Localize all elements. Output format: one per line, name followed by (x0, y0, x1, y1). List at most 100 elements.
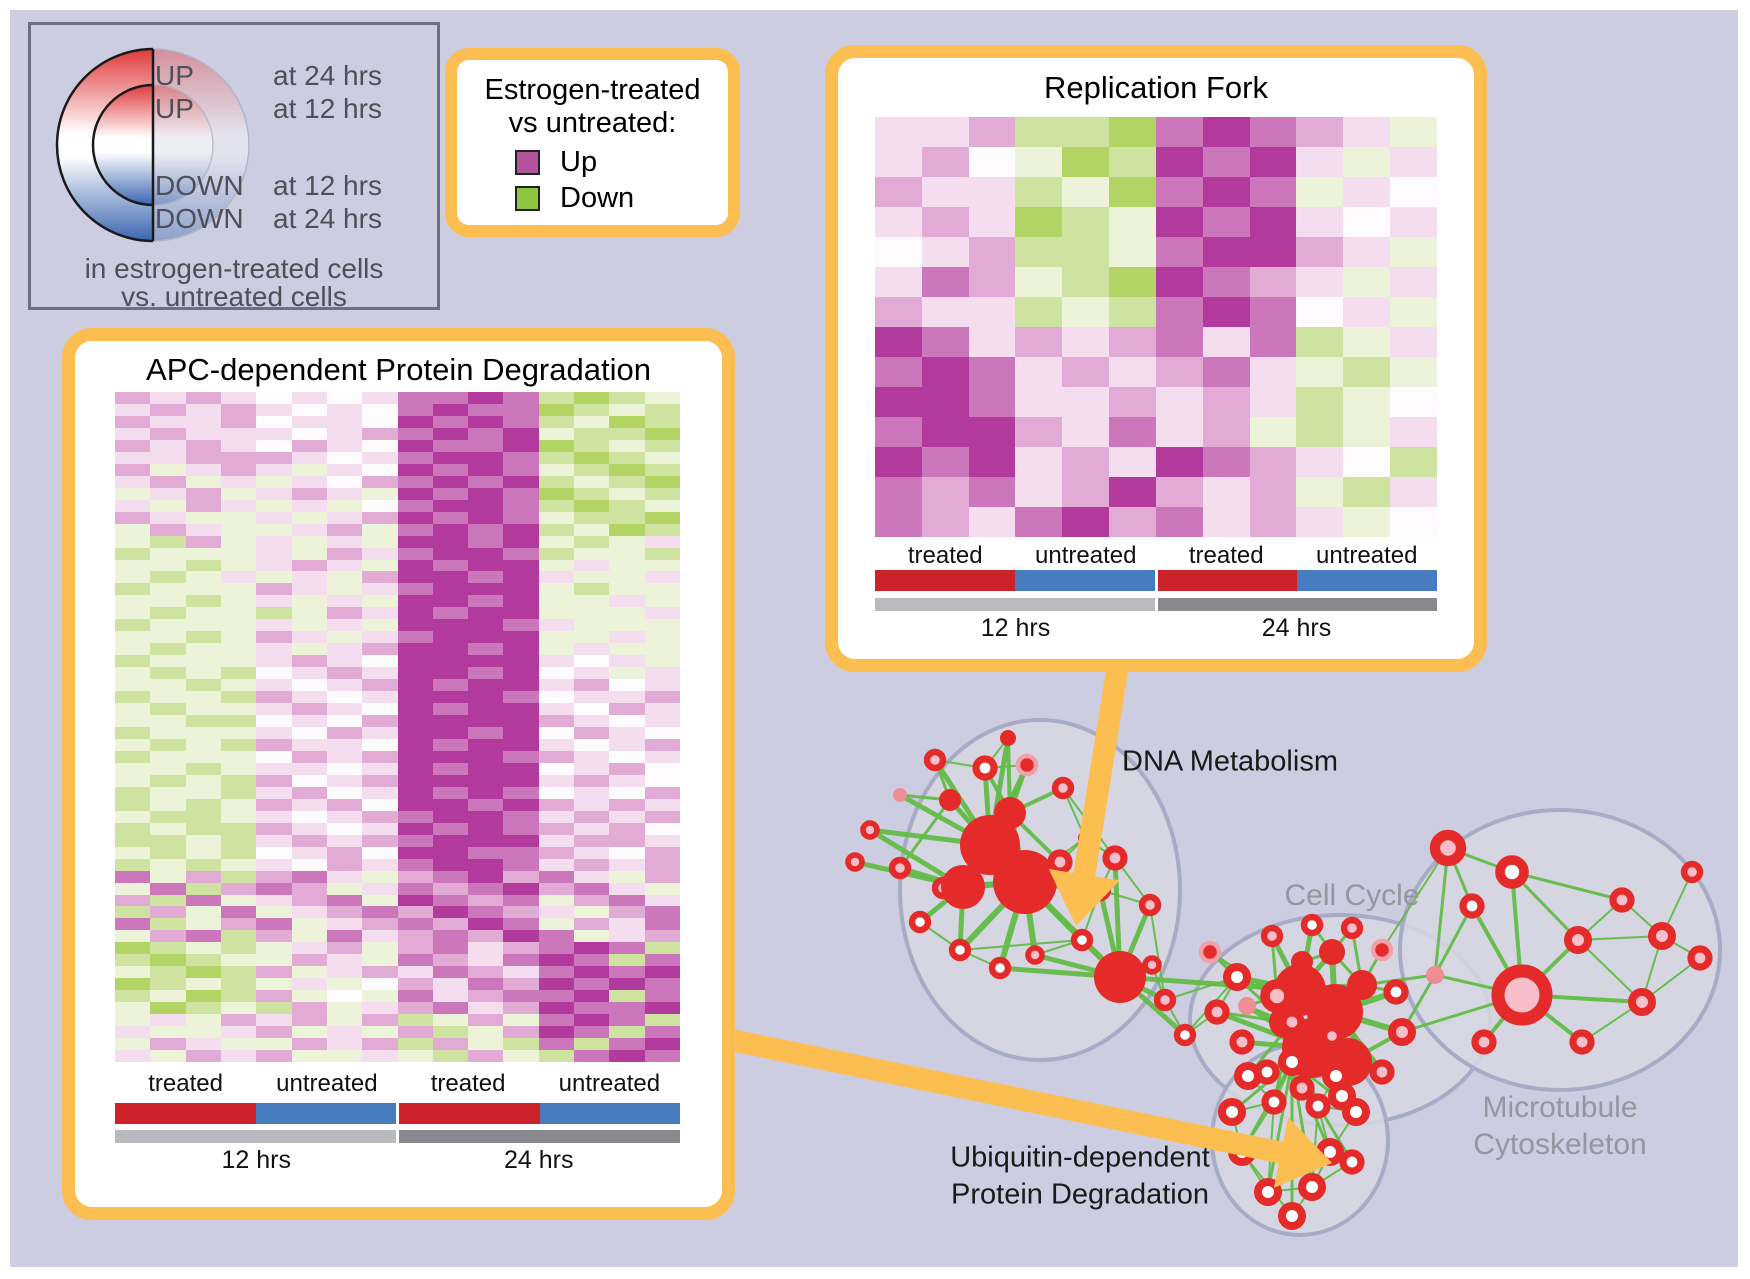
heatmap-cell (968, 327, 1016, 357)
heatmap-cell (326, 990, 363, 1003)
heatmap-cell (503, 822, 539, 835)
heatmap-cell (115, 643, 151, 656)
heatmap-cell (644, 846, 680, 859)
heatmap-cell (503, 559, 539, 572)
heatmap-cell (538, 607, 575, 620)
heatmap-cell (291, 990, 327, 1003)
heatmap-cell (1109, 477, 1156, 507)
heatmap-cell (1062, 267, 1110, 297)
heatmap-cell (1109, 327, 1156, 357)
heatmap-cell (432, 559, 469, 572)
heatmap-cell (644, 643, 680, 656)
heatmap-cell (574, 942, 610, 955)
rep-group-label-1: treated (907, 542, 983, 569)
heatmap-cell (256, 810, 292, 823)
heatmap-cell (326, 607, 363, 620)
heatmap-cell (115, 942, 151, 955)
heatmap-cell (115, 427, 151, 440)
heatmap-cell (115, 1038, 151, 1051)
heatmap-cell (326, 427, 363, 440)
heatmap-cell (115, 439, 151, 452)
heatmap-cell (432, 415, 469, 428)
heatmap-cell (220, 403, 257, 416)
heatmap-cell (291, 894, 327, 907)
heatmap-cell (609, 798, 645, 811)
heatmap-cell (115, 930, 151, 943)
heatmap-cell (397, 487, 433, 500)
heatmap-cell (609, 750, 645, 763)
heatmap-cell (115, 894, 151, 907)
heatmap-cell (468, 499, 504, 512)
heatmap-cell (1202, 267, 1250, 297)
ring-legend-time-1: at 24 hrs (273, 60, 382, 91)
heatmap-cell (432, 392, 469, 404)
heatmap-cell (432, 750, 469, 763)
heatmap-cell (1343, 297, 1391, 327)
heatmap-cell (432, 930, 469, 943)
heatmap-cell (574, 487, 610, 500)
heatmap-cell (185, 858, 221, 871)
up-color-swatch (515, 150, 540, 175)
heatmap-cell (503, 906, 539, 919)
heatmap-cell (503, 810, 539, 823)
heatmap-cell (115, 392, 151, 404)
heatmap-cell (185, 559, 221, 572)
heatmap-cell (574, 1026, 610, 1039)
heatmap-cell (326, 643, 363, 656)
heatmap-cell (1109, 237, 1156, 267)
network-node (941, 865, 985, 909)
heatmap-cell (326, 1002, 363, 1015)
heatmap-cell (574, 403, 610, 416)
heatmap-cell (574, 798, 610, 811)
heatmap-cell (220, 559, 257, 572)
heatmap-cell (538, 942, 575, 955)
heatmap-cell (220, 691, 257, 704)
heatmap-cell (644, 703, 680, 716)
heatmap-cell (291, 475, 327, 488)
heatmap-cell (115, 1002, 151, 1015)
heatmap-cell (574, 415, 610, 428)
heatmap-cell (468, 1002, 504, 1015)
network-node (923, 748, 947, 772)
heatmap-cell (220, 810, 257, 823)
heatmap-cell (185, 607, 221, 620)
heatmap-cell (538, 499, 575, 512)
heatmap-cell (256, 451, 292, 464)
heatmap-cell (115, 978, 151, 991)
heatmap-cell (256, 786, 292, 799)
heatmap-cell (538, 427, 575, 440)
rep-panel-title: Replication Fork (1044, 70, 1268, 105)
heatmap-cell (538, 715, 575, 727)
heatmap-cell (220, 894, 257, 907)
heatmap-cell (609, 786, 645, 799)
heatmap-cell (185, 571, 221, 584)
heatmap-cell (538, 535, 575, 548)
network-node (1495, 855, 1529, 889)
heatmap-cell (574, 1002, 610, 1015)
network-edge (1577, 935, 1663, 941)
heatmap-cell (1155, 387, 1203, 417)
heatmap-cell (326, 846, 363, 859)
heatmap-cell (397, 846, 433, 859)
heatmap-cell (256, 571, 292, 584)
heatmap-cell (609, 499, 645, 512)
heatmap-cell (326, 1050, 363, 1062)
heatmap-cell (1109, 207, 1156, 237)
heatmap-cell (291, 978, 327, 991)
heatmap-cell (1015, 447, 1063, 477)
heatmap-cell (921, 237, 969, 267)
heatmap-cell (185, 822, 221, 835)
network-node (1471, 1029, 1497, 1055)
heatmap-cell (220, 667, 257, 680)
apc-group-label-1: treated (148, 1070, 223, 1097)
heatmap-cell (220, 774, 257, 787)
heatmap-cell (921, 297, 969, 327)
heatmap-cell (574, 607, 610, 620)
heatmap-cell (326, 774, 363, 787)
heatmap-cell (1296, 507, 1344, 537)
apc-group-label-4: untreated (558, 1070, 661, 1097)
heatmap-cell (1062, 177, 1110, 207)
label-dna-metabolism: DNA Metabolism (1122, 745, 1338, 778)
heatmap-cell (574, 547, 610, 560)
heatmap-cell (362, 439, 398, 452)
